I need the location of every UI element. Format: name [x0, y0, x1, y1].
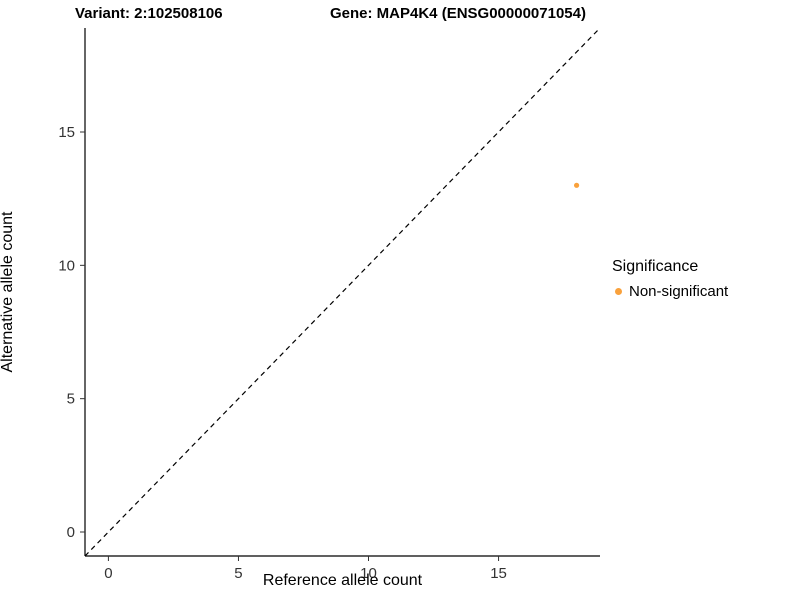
y-axis-label: Alternative allele count: [0, 211, 16, 373]
y-tick-label: 15: [58, 124, 75, 141]
x-axis-label: Reference allele count: [262, 572, 423, 589]
legend: Significance Non-significant: [612, 258, 728, 300]
data-point: [573, 182, 580, 188]
legend-entry-label: Non-significant: [629, 283, 729, 300]
legend-point-icon: [615, 288, 622, 295]
y-tick-label: 10: [58, 257, 75, 274]
y-tick-label: 0: [67, 524, 75, 541]
legend-entry: Non-significant: [612, 283, 728, 300]
plot-title-gene: Gene: MAP4K4 (ENSG00000071054): [330, 5, 586, 22]
x-tick-label: 5: [234, 565, 242, 582]
y-tick-label: 5: [67, 391, 75, 408]
legend-title: Significance: [612, 258, 699, 275]
x-tick-label: 0: [104, 565, 112, 582]
plot-title-variant: Variant: 2:102508106: [75, 5, 223, 22]
identity-line: [84, 27, 601, 557]
x-tick-label: 10: [360, 565, 377, 582]
x-tick-label: 15: [490, 565, 507, 582]
